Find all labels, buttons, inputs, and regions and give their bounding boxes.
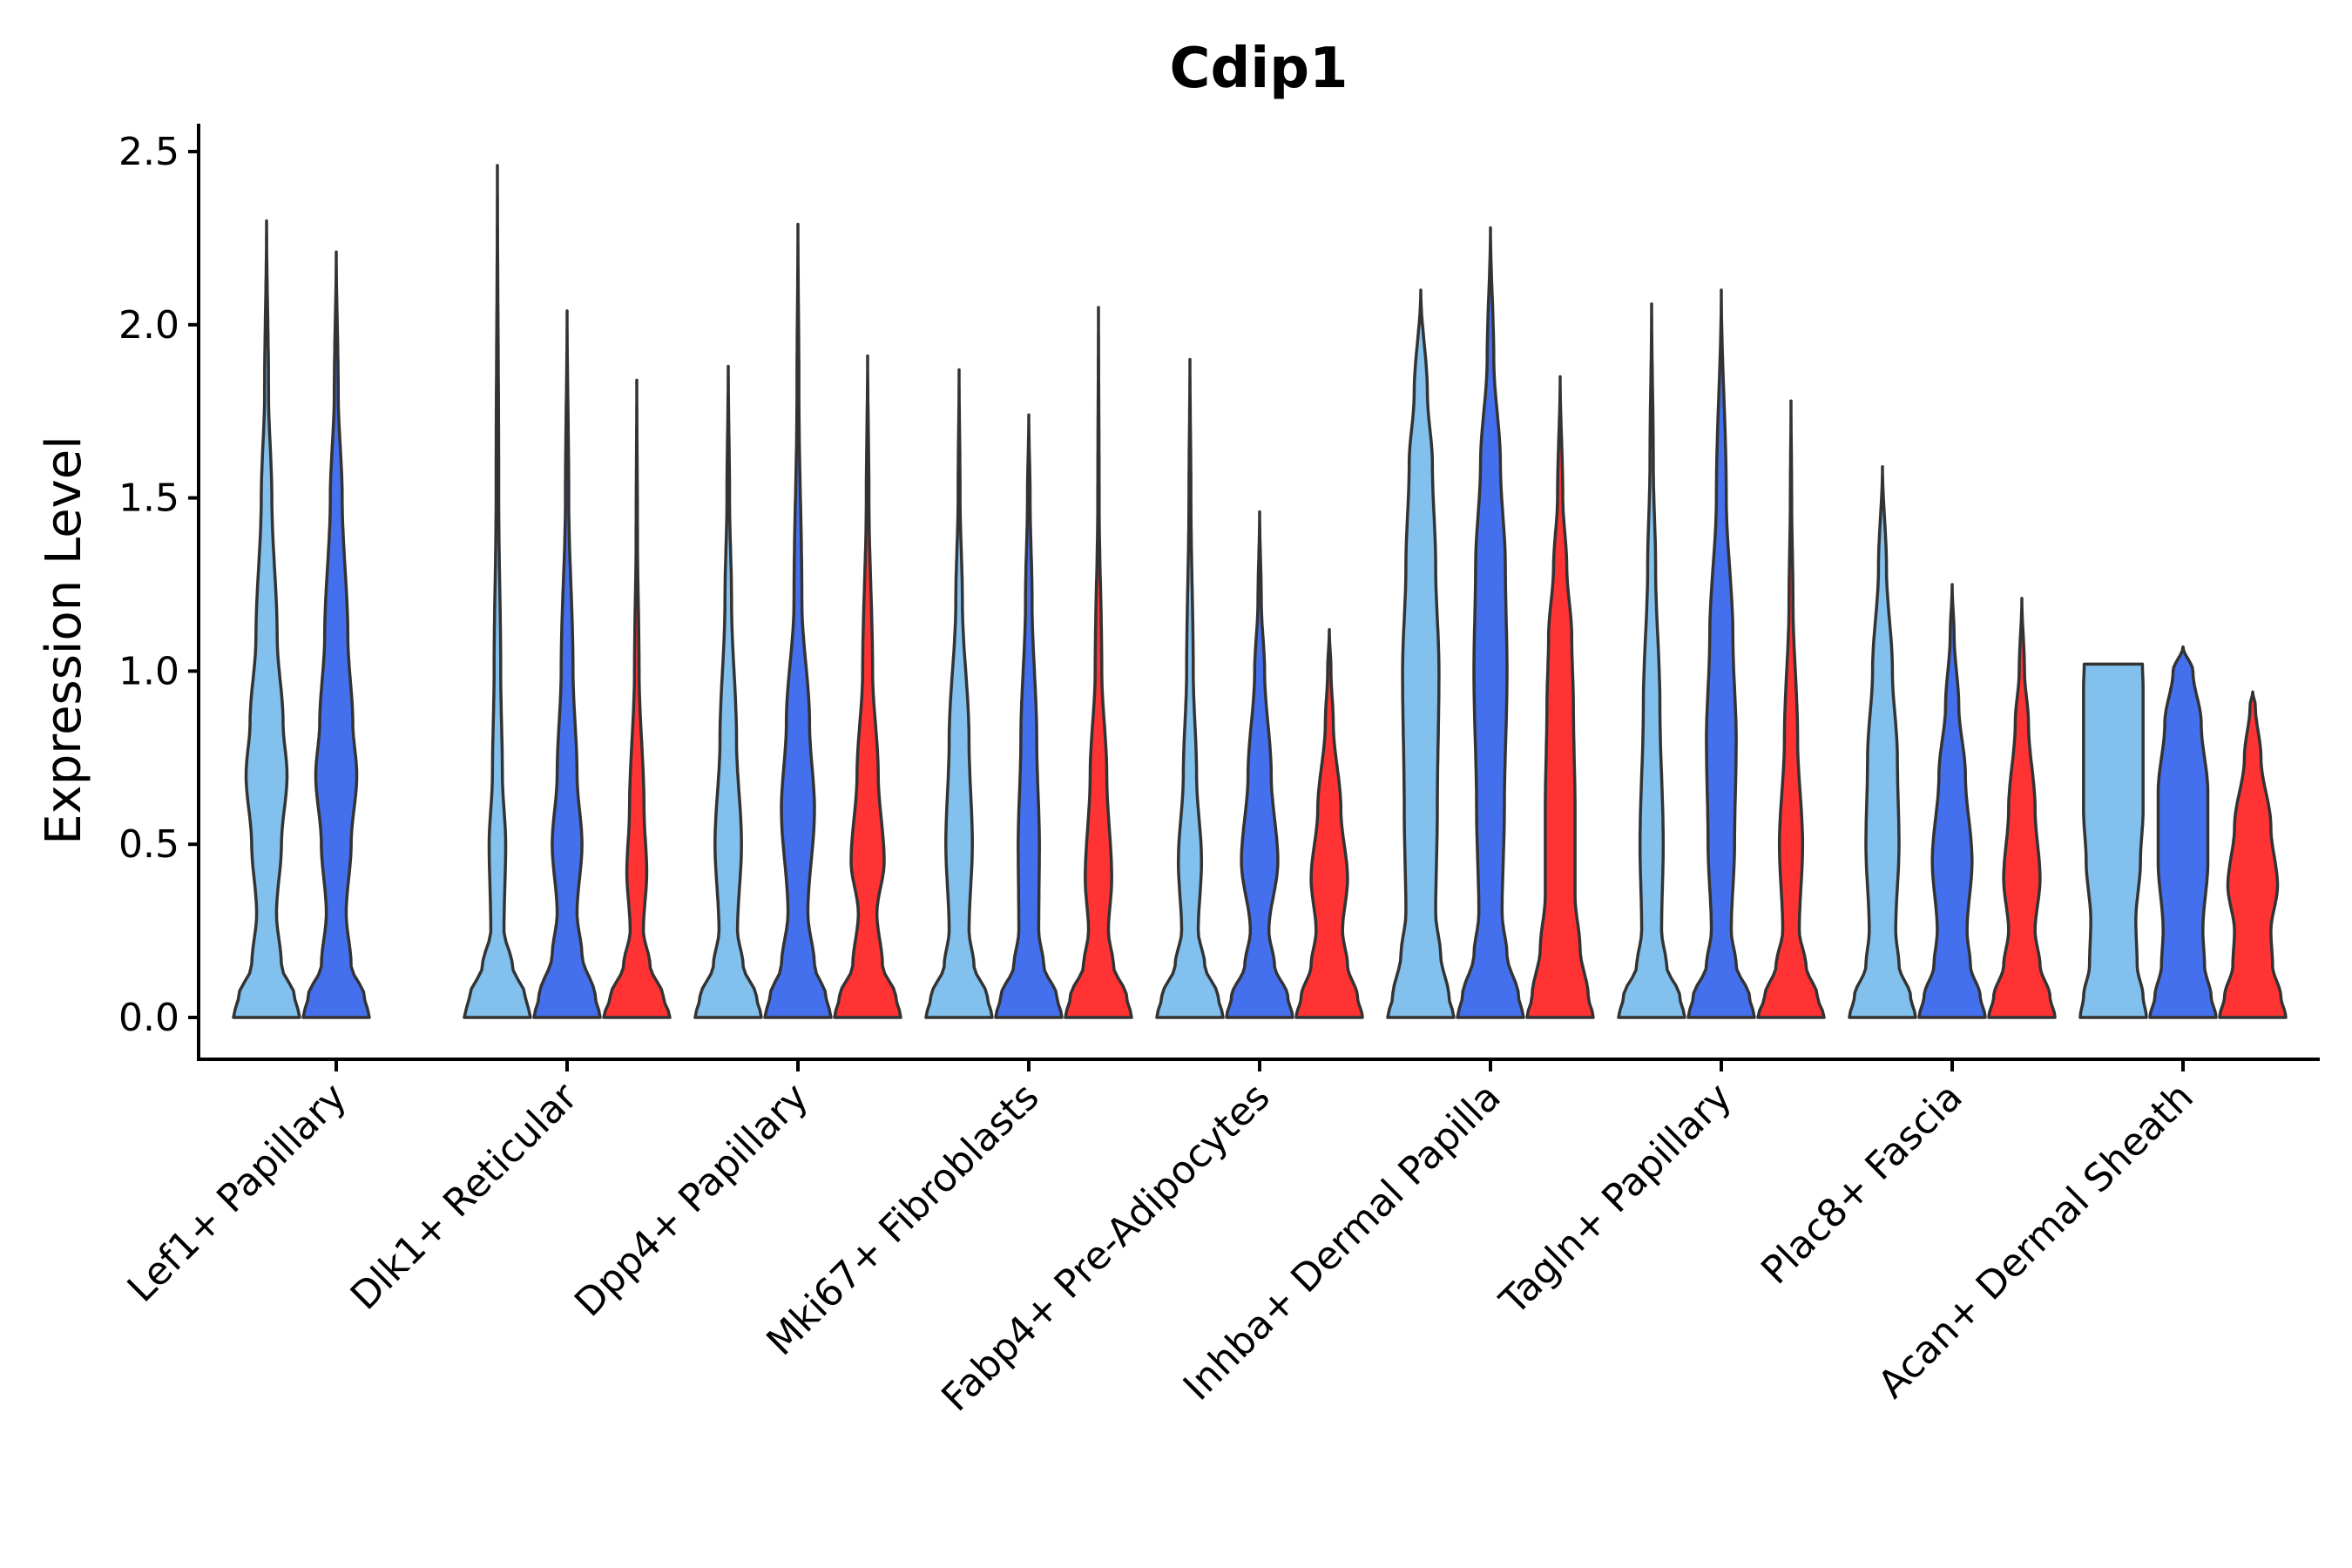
y-tick-label: 2.5 <box>118 130 179 174</box>
y-tick-label: 1.0 <box>118 649 179 693</box>
x-tick-label: Tagln+ Papillary <box>1491 1075 1740 1324</box>
x-tick-label: Dpp4+ Papillary <box>566 1075 817 1326</box>
violin-plac8-fascia-red <box>1987 597 2057 1019</box>
y-tick-label: 0.5 <box>118 822 179 867</box>
y-tick-label: 1.5 <box>118 476 179 521</box>
y-tick-label: 0.0 <box>118 996 179 1040</box>
y-ticks: 0.0 0.5 1.0 1.5 2.0 2.5 <box>118 130 199 1040</box>
x-tick-label: Dlk1+ Reticular <box>342 1074 587 1319</box>
violin-acan-dermal-sheath-light_blue <box>2078 662 2148 1019</box>
violin-plac8-fascia-blue <box>1917 583 1987 1019</box>
violin-dlk1-reticular-light_blue <box>463 164 532 1019</box>
violin-mki67-fibroblasts-blue <box>994 413 1064 1019</box>
y-tick-label: 2.0 <box>118 303 179 348</box>
y-axis-label: Expression Level <box>36 436 92 845</box>
chart-title: Cdip1 <box>1169 37 1348 101</box>
x-tick-label: Plac8+ Fascia <box>1753 1075 1971 1294</box>
violin-inhba-dermal-papilla-light_blue <box>1386 288 1456 1019</box>
violin-dlk1-reticular-blue <box>532 309 602 1019</box>
x-tick-label: Lef1+ Papillary <box>119 1075 355 1311</box>
violin-inhba-dermal-papilla-blue <box>1456 226 1525 1019</box>
violin-mki67-fibroblasts-light_blue <box>924 368 994 1019</box>
violin-acan-dermal-sheath-blue <box>2148 645 2218 1019</box>
violin-tagln-papillary-blue <box>1686 288 1756 1019</box>
violin-dpp4-papillary-blue <box>763 222 833 1019</box>
violins-layer <box>232 164 2288 1019</box>
violin-acan-dermal-sheath-red <box>2218 690 2288 1019</box>
violin-lef1-papillary-light_blue <box>232 219 301 1019</box>
violin-tagln-papillary-light_blue <box>1617 302 1686 1019</box>
violin-dpp4-papillary-light_blue <box>693 364 763 1019</box>
violin-fabp4-pre-adipocytes-red <box>1294 627 1364 1019</box>
violin-fabp4-pre-adipocytes-blue <box>1225 510 1294 1019</box>
violin-fabp4-pre-adipocytes-light_blue <box>1155 357 1225 1019</box>
violin-plac8-fascia-light_blue <box>1848 465 1917 1019</box>
violin-inhba-dermal-papilla-red <box>1525 375 1595 1019</box>
violin-dlk1-reticular-red <box>602 378 672 1019</box>
violin-tagln-papillary-red <box>1756 399 1826 1019</box>
violin-lef1-papillary-blue <box>301 250 371 1019</box>
violin-dpp4-papillary-red <box>833 354 902 1019</box>
violin-mki67-fibroblasts-red <box>1064 306 1133 1019</box>
